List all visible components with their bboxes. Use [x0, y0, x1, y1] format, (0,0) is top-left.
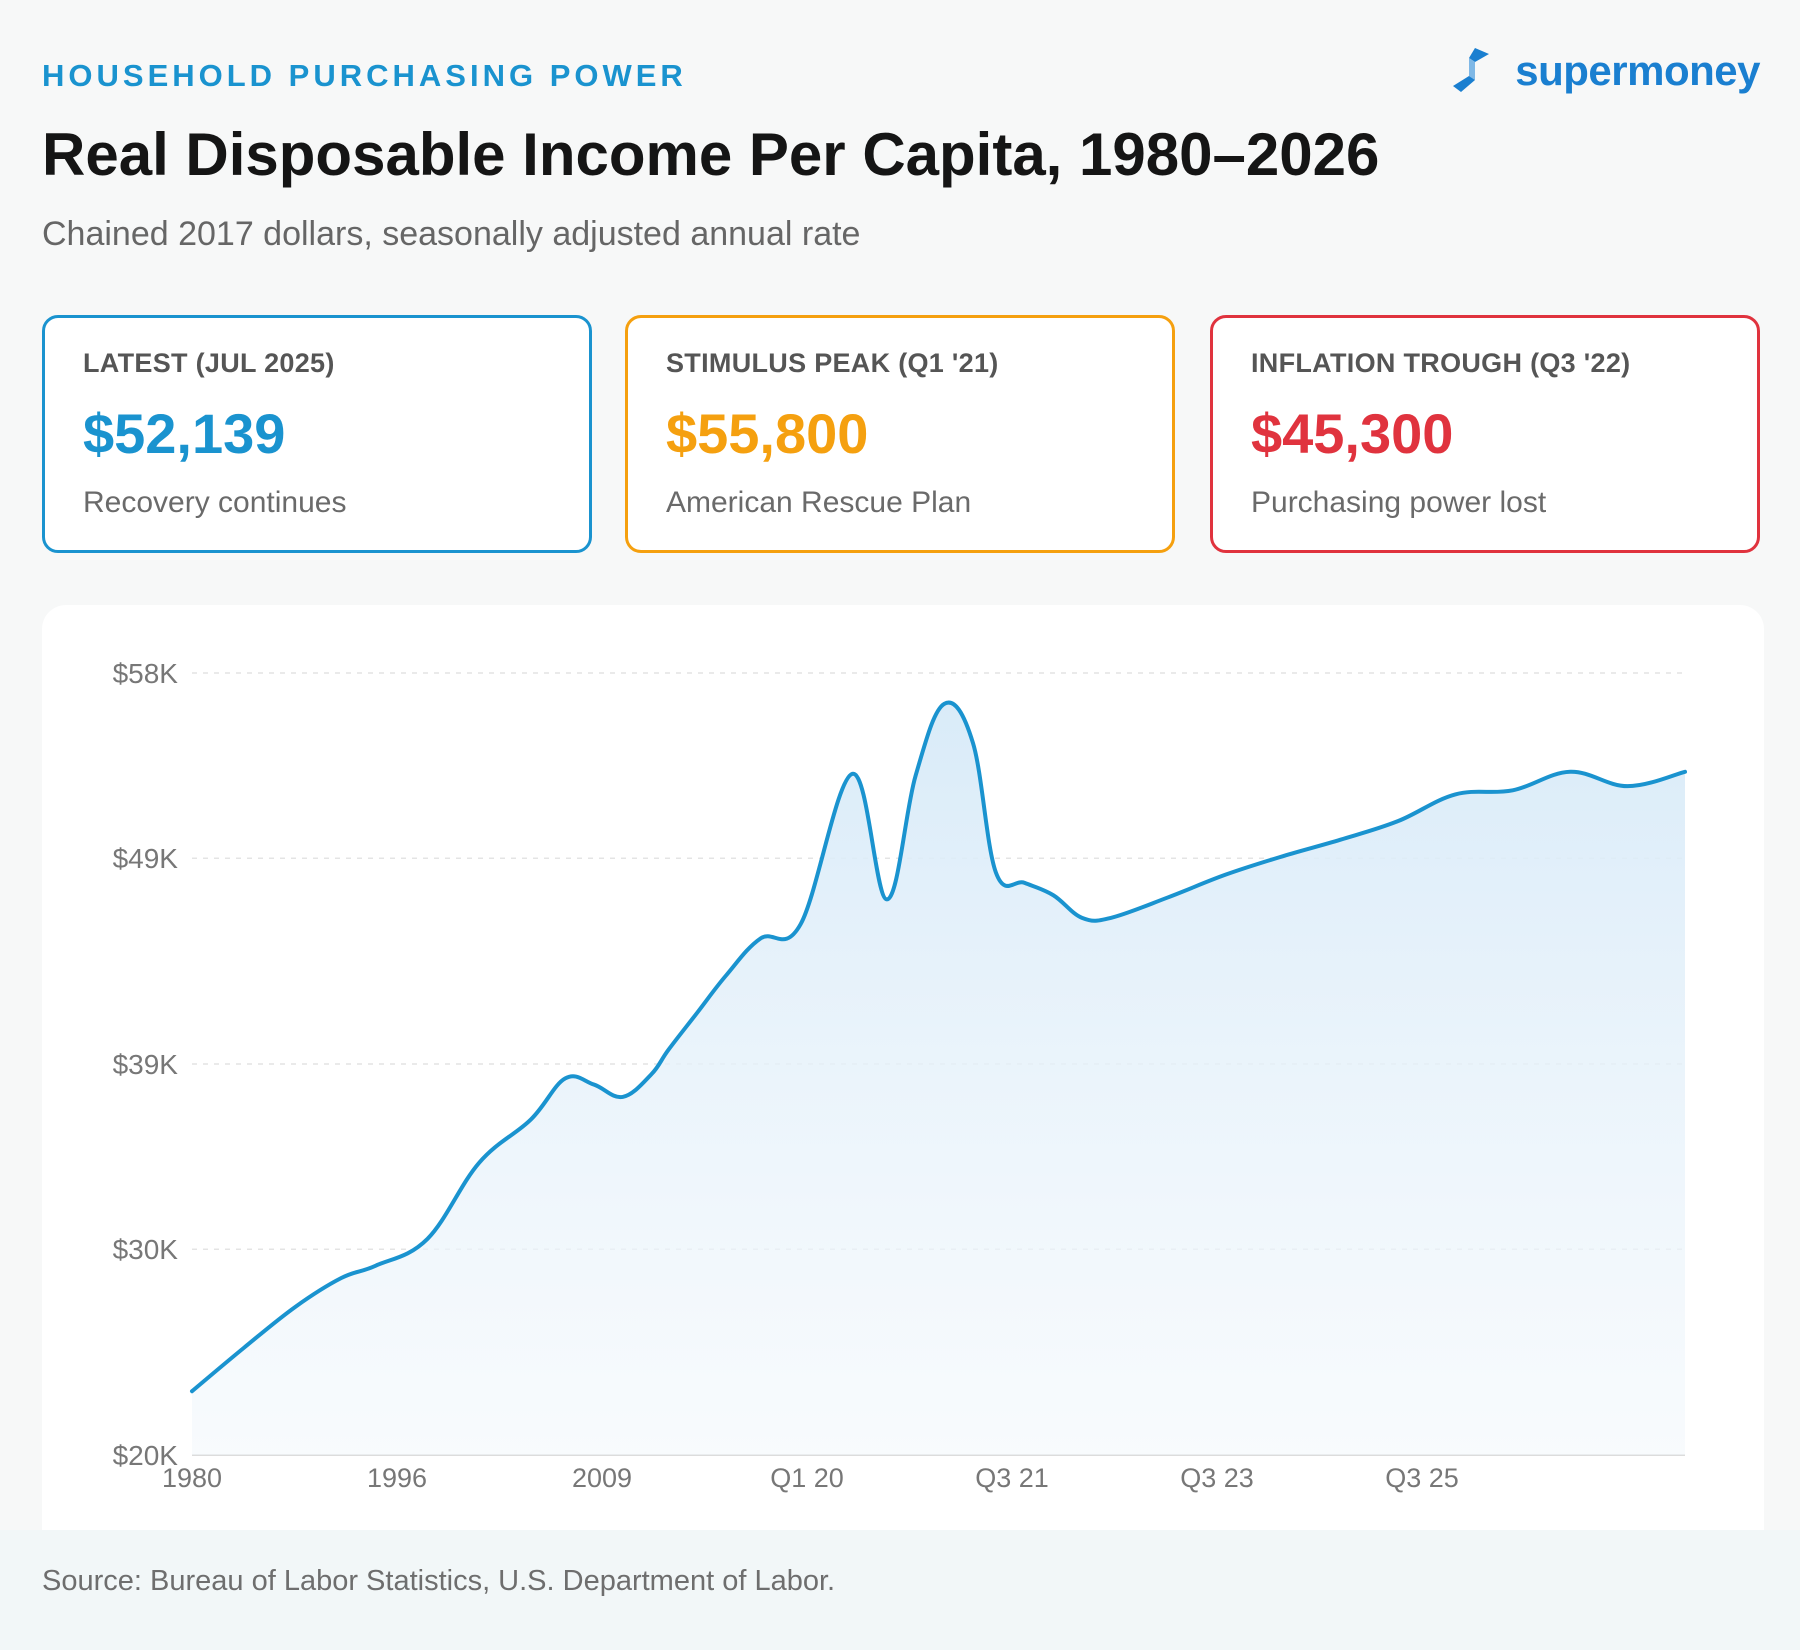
page-subtitle: Chained 2017 dollars, seasonally adjuste… [42, 215, 861, 253]
stat-card-note: Purchasing power lost [1251, 486, 1547, 519]
supermoney-logo-icon [1453, 48, 1490, 92]
stat-card-latest: LATEST (JUL 2025) $52,139 Recovery conti… [42, 315, 592, 553]
x-tick-label: Q1 20 [770, 1463, 844, 1493]
stat-card-stimulus-peak: STIMULUS PEAK (Q1 '21) $55,800 American … [625, 315, 1175, 553]
stat-card-value: $45,300 [1251, 402, 1454, 465]
footer [0, 1530, 1800, 1650]
stat-card-label: LATEST (JUL 2025) [83, 348, 335, 378]
x-tick-label: 2009 [572, 1463, 632, 1493]
y-tick-label: $49K [113, 843, 179, 874]
income-area-chart: $20K $30K $39K $49K $58K 1980 1996 2009 Q1 20 Q3… [113, 658, 1687, 1493]
eyebrow-label: HOUSEHOLD PURCHASING POWER [42, 58, 687, 93]
stat-card-note: American Rescue Plan [666, 486, 972, 519]
series-line [190, 700, 1687, 1394]
stat-cards: LATEST (JUL 2025) $52,139 Recovery conti… [42, 315, 1762, 559]
y-tick-label: $30K [113, 1234, 179, 1265]
x-tick-label: 1996 [367, 1463, 427, 1493]
stat-card-value: $55,800 [666, 402, 869, 465]
stat-card-label: STIMULUS PEAK (Q1 '21) [666, 348, 999, 378]
stat-card-inflation-trough: INFLATION TROUGH (Q3 '22) $45,300 Purcha… [1210, 315, 1760, 553]
x-tick-label: 1980 [162, 1463, 222, 1493]
chart-panel: $20K $30K $39K $49K $58K 1980 1996 2009 Q1 20 Q3… [42, 605, 1764, 1530]
page-title: Real Disposable Income Per Capita, 1980–… [42, 121, 1380, 188]
source-note: Source: Bureau of Labor Statistics, U.S.… [42, 1565, 836, 1597]
stat-card-label: INFLATION TROUGH (Q3 '22) [1251, 348, 1631, 378]
area-fill [192, 702, 1685, 1455]
stat-card-note: Recovery continues [83, 486, 347, 519]
x-tick-label: Q3 23 [1180, 1463, 1254, 1493]
y-tick-label: $39K [113, 1049, 179, 1080]
brand-logo[interactable]: supermoney [1447, 42, 1760, 100]
brand-name: supermoney [1515, 47, 1760, 94]
y-tick-label: $20K [113, 1440, 179, 1471]
stat-card-value: $52,139 [83, 402, 286, 465]
y-tick-label: $58K [113, 658, 179, 689]
x-tick-label: Q3 21 [975, 1463, 1049, 1493]
x-tick-label: Q3 25 [1385, 1463, 1459, 1493]
